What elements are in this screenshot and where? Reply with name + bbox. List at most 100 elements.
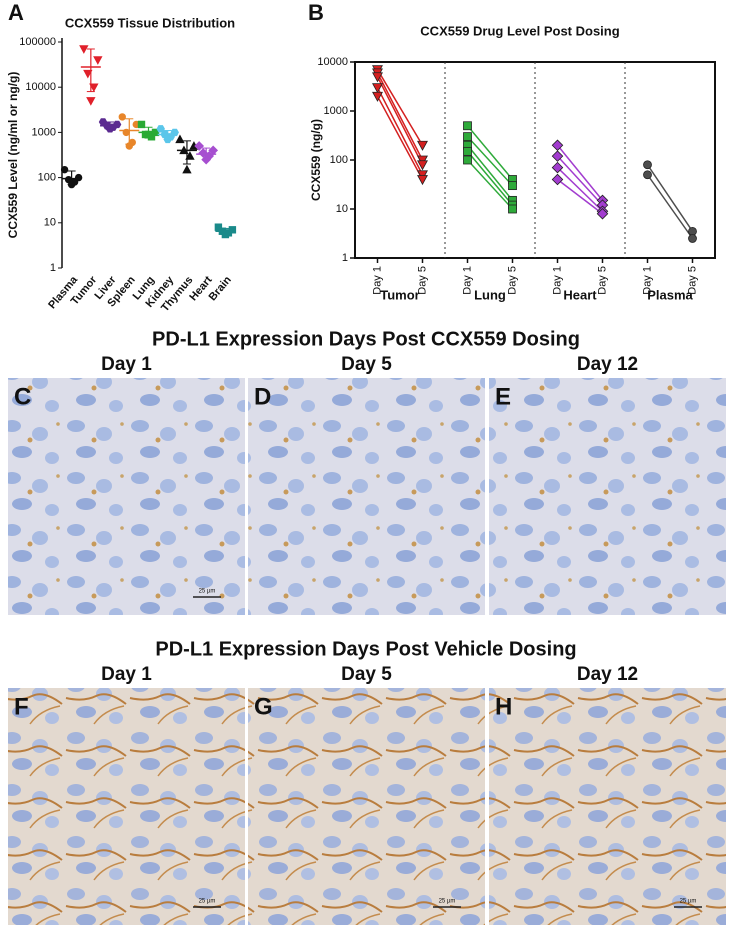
group-label: Tumor (380, 287, 419, 302)
y-tick-label: 100000 (19, 36, 56, 48)
micrograph (489, 378, 726, 615)
micrograph (8, 688, 245, 925)
y-tick-label: 10 (336, 203, 348, 215)
y-tick-label: 1 (342, 252, 348, 264)
y-tick-label: 1000 (324, 105, 348, 117)
y-tick-label: 10000 (25, 81, 56, 93)
data-point (508, 181, 517, 191)
pair-line (556, 144, 604, 201)
y-tick-label: 1000 (32, 126, 56, 138)
micrograph (489, 688, 726, 925)
day-label: Day 12 (577, 354, 638, 375)
micrograph (8, 378, 245, 615)
data-point (194, 141, 205, 151)
data-point (551, 150, 564, 162)
data-point (463, 121, 472, 131)
panel-letter: A (8, 0, 24, 25)
y-tick-label: 100 (38, 172, 56, 184)
data-point (372, 72, 383, 83)
data-point (79, 45, 89, 54)
x-tick-label: Brain (207, 274, 234, 303)
panel-letter: E (495, 383, 511, 410)
data-point (185, 151, 195, 160)
panel-letter: D (254, 383, 271, 410)
x-tick-label: Day 5 (686, 266, 698, 295)
data-point (372, 91, 383, 102)
data-point (463, 146, 472, 156)
x-tick-label: Day 1 (371, 266, 383, 295)
data-point (93, 56, 103, 65)
data-point (417, 140, 428, 151)
pair-line (646, 164, 694, 232)
pair-line (376, 76, 424, 166)
panel-letter: H (495, 693, 512, 720)
pair-line (376, 87, 424, 176)
x-tick-label: Day 5 (416, 266, 428, 295)
data-point (643, 170, 652, 180)
x-tick-label: Day 1 (641, 266, 653, 295)
day-label: Day 5 (341, 354, 392, 375)
scale-bar-label: 25 µm (199, 899, 216, 905)
data-point (182, 164, 192, 174)
pair-line (556, 167, 604, 212)
chart-title: CCX559 Tissue Distribution (65, 15, 235, 30)
pair-line (557, 178, 603, 215)
day-label: Day 1 (101, 664, 152, 685)
pair-line (466, 150, 514, 206)
data-point (417, 160, 428, 171)
day-label: Day 12 (577, 664, 638, 685)
pair-line (376, 95, 424, 180)
group-label: Lung (474, 287, 506, 302)
x-tick-label: Day 1 (551, 266, 563, 295)
y-tick-label: 1 (50, 262, 56, 274)
data-point (86, 97, 96, 106)
x-tick-label: Day 5 (596, 266, 608, 295)
data-point (417, 175, 428, 186)
day-label: Day 1 (101, 354, 152, 375)
data-point (463, 155, 472, 165)
panel-letter: C (14, 383, 31, 410)
panel-letter: F (14, 693, 29, 720)
pair-line (466, 159, 514, 210)
chart-title: CCX559 Drug Level Post Dosing (420, 23, 619, 38)
section-title: PD-L1 Expression Days Post CCX559 Dosing (152, 328, 580, 350)
data-point (551, 161, 564, 174)
data-point (551, 173, 564, 186)
pair-line (466, 125, 514, 180)
micrograph (248, 688, 485, 925)
y-axis-label: CCX559 (ng/g) (309, 119, 323, 201)
micrograph (248, 378, 485, 615)
data-point (463, 132, 472, 142)
data-point (118, 113, 126, 121)
scale-bar-label: 25 µm (680, 899, 697, 905)
scale-bar-label: 25 µm (439, 899, 456, 905)
pair-line (556, 155, 604, 206)
data-point (508, 204, 517, 214)
panel-letter: B (308, 0, 324, 25)
day-label: Day 5 (341, 664, 392, 685)
data-point (688, 234, 697, 243)
y-tick-label: 100 (330, 154, 348, 166)
data-point (643, 160, 652, 170)
group-label: Plasma (647, 287, 693, 302)
y-axis-label: CCX559 Level (ng/ml or ng/g) (6, 72, 20, 239)
pair-line (646, 174, 694, 239)
y-tick-label: 10000 (317, 56, 348, 68)
data-point (175, 134, 185, 144)
x-tick-label: Day 1 (461, 266, 473, 295)
data-point (596, 207, 609, 220)
scale-bar-label: 25 µm (199, 589, 216, 595)
data-point (60, 165, 69, 174)
y-tick-label: 10 (44, 217, 56, 229)
pair-line (466, 136, 514, 187)
data-point (137, 120, 146, 129)
data-point (372, 83, 383, 94)
data-point (214, 223, 223, 231)
section-title: PD-L1 Expression Days Post Vehicle Dosin… (155, 638, 576, 660)
x-tick-label: Day 5 (506, 266, 518, 295)
pair-line (466, 144, 514, 201)
data-point (83, 69, 93, 79)
group-label: Heart (563, 287, 597, 302)
pair-line (376, 72, 424, 161)
